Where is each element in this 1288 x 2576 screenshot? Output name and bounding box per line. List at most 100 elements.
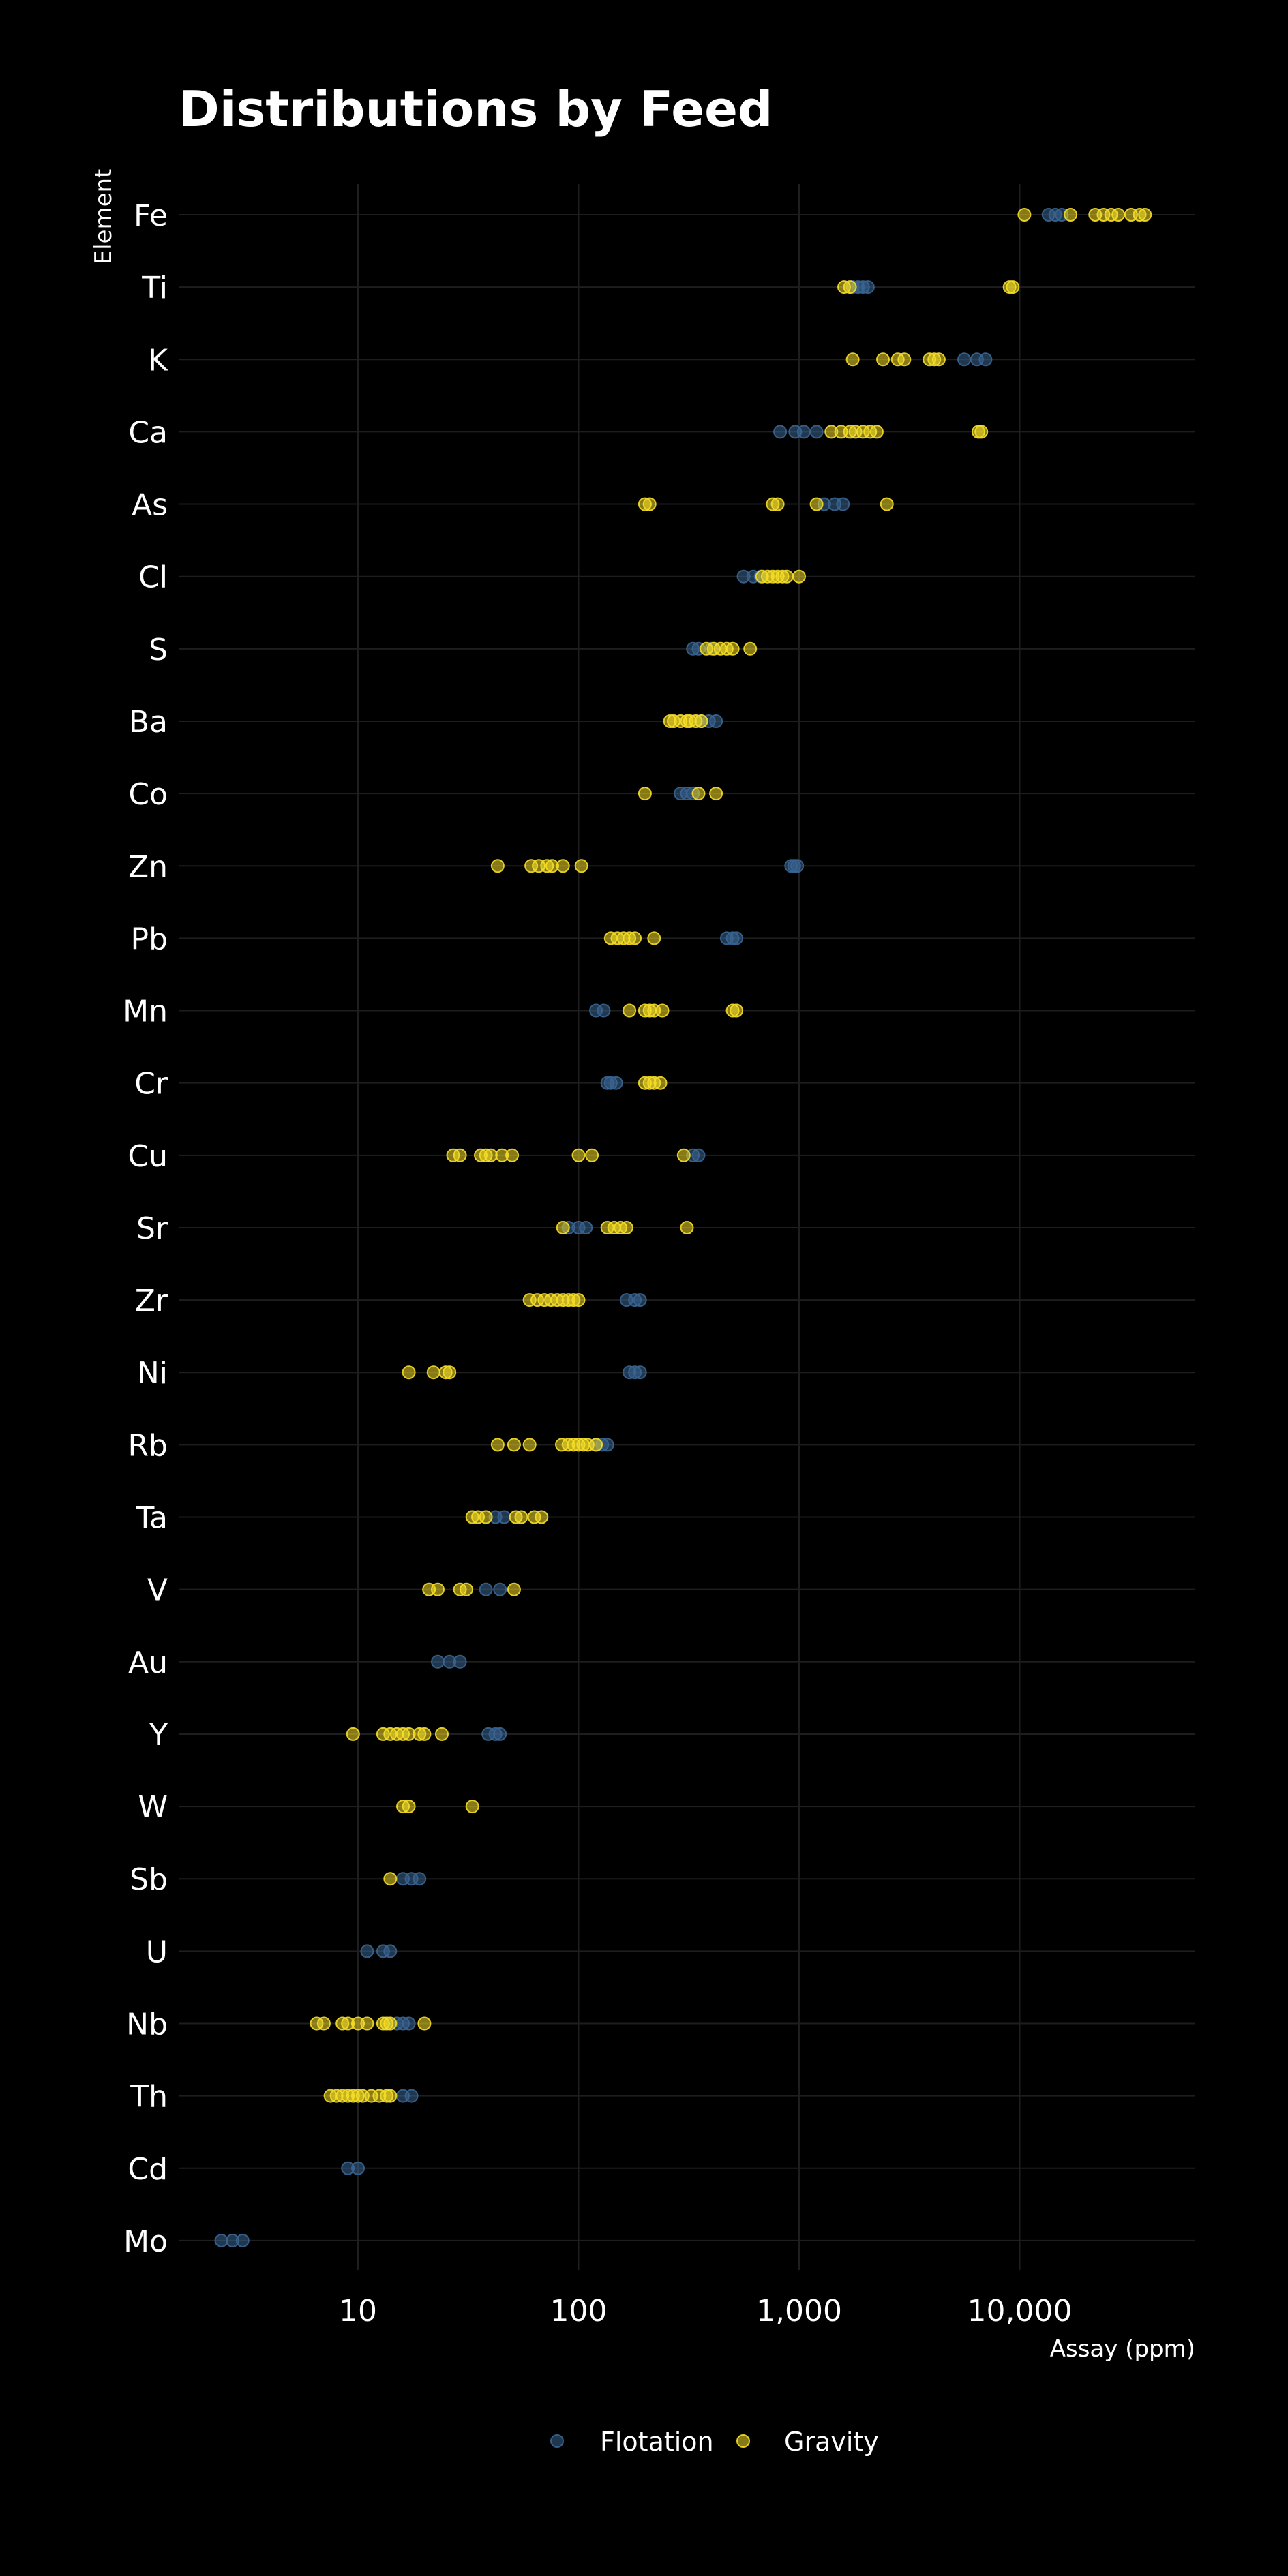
data-point <box>360 2016 374 2031</box>
y-tick-label: Mn <box>123 995 168 1029</box>
y-tick-label: W <box>138 1790 168 1825</box>
data-points <box>214 208 1152 2247</box>
data-point <box>957 352 971 367</box>
chart-title: Distributions by Feed <box>179 80 773 138</box>
data-point <box>974 425 989 439</box>
data-point <box>574 859 588 873</box>
data-point <box>460 1582 473 1596</box>
y-tick-label: As <box>132 488 168 523</box>
x-axis-label: Assay (ppm) <box>1050 2335 1195 2363</box>
data-point <box>770 497 785 511</box>
y-tick-label: V <box>147 1573 168 1608</box>
data-point <box>743 641 758 656</box>
data-point <box>417 1727 432 1741</box>
y-tick-label: S <box>149 633 168 667</box>
y-tick-label: Cd <box>128 2152 168 2187</box>
y-axis-label: Element <box>90 169 117 265</box>
data-point <box>490 1438 505 1452</box>
data-point <box>790 859 805 873</box>
data-point <box>628 931 642 945</box>
data-point <box>505 1148 520 1162</box>
data-point <box>490 859 505 873</box>
legend-swatch <box>736 2434 750 2448</box>
data-point <box>860 280 875 294</box>
y-tick-label: Co <box>128 777 168 812</box>
y-tick-label: Zn <box>128 849 168 884</box>
data-point <box>809 497 824 511</box>
data-point <box>402 2016 416 2031</box>
y-tick-label: K <box>148 343 168 378</box>
data-point <box>836 497 850 511</box>
data-point <box>730 1003 744 1018</box>
y-tick-label: Pb <box>131 922 168 956</box>
data-point <box>556 859 570 873</box>
data-point <box>780 569 794 584</box>
data-point <box>507 1582 521 1596</box>
data-point <box>609 1076 623 1090</box>
data-point <box>694 714 708 728</box>
data-point <box>653 1076 668 1090</box>
y-tick-label: Cl <box>138 560 168 595</box>
y-tick-label: Ca <box>128 415 168 450</box>
y-tick-label: Mo <box>123 2224 168 2259</box>
data-point <box>417 2016 432 2031</box>
data-point <box>843 280 857 294</box>
y-tick-label: Zr <box>135 1284 168 1318</box>
y-tick-label: Ba <box>129 705 168 740</box>
data-point <box>600 1438 614 1452</box>
data-point <box>655 1003 670 1018</box>
data-point <box>1017 208 1032 222</box>
data-point <box>383 1944 398 1958</box>
data-point <box>453 1148 467 1162</box>
data-point <box>535 1510 549 1524</box>
legend-swatch <box>550 2434 564 2448</box>
data-point <box>431 1582 445 1596</box>
data-point <box>809 425 824 439</box>
data-point <box>571 1148 586 1162</box>
data-point <box>571 1293 586 1307</box>
data-point <box>792 569 806 584</box>
data-point <box>413 1872 427 1886</box>
y-tick-label: Y <box>149 1718 168 1753</box>
y-tick-label: Ti <box>141 271 168 305</box>
data-point <box>1111 208 1126 222</box>
data-point <box>404 2089 419 2103</box>
x-tick-label: 1,000 <box>756 2294 842 2329</box>
data-point <box>597 1003 611 1018</box>
data-point <box>514 1510 528 1524</box>
y-tick-label: Au <box>128 1646 168 1680</box>
data-point <box>709 787 723 801</box>
data-point <box>483 1148 498 1162</box>
y-tick-label: Ta <box>135 1501 168 1536</box>
data-point <box>680 1221 694 1234</box>
legend-label: Gravity <box>784 2427 879 2457</box>
y-tick-label: Sb <box>130 1862 168 1897</box>
y-tick-label: Sr <box>136 1211 168 1246</box>
data-point <box>479 1510 493 1524</box>
axis-ticks: Fe Ti K Ca As Cl S Ba Co Zn Pb Mn Cr Cu Sr Zr Ni Rb Ta V Au Y… <box>123 198 1072 2329</box>
x-tick-label: 10 <box>339 2294 377 2329</box>
data-point <box>676 1148 691 1162</box>
data-point <box>316 2016 331 2031</box>
data-point <box>383 1872 398 1886</box>
x-tick-label: 100 <box>550 2294 608 2329</box>
data-point <box>931 352 946 367</box>
y-tick-label: Cu <box>128 1139 168 1174</box>
data-point <box>869 425 884 439</box>
data-point <box>725 641 740 656</box>
y-tick-label: Nb <box>126 2007 168 2042</box>
data-point <box>647 931 661 945</box>
data-point <box>845 352 860 367</box>
data-point <box>443 1365 457 1380</box>
data-point <box>402 1365 416 1380</box>
data-point <box>435 1727 449 1741</box>
data-point <box>426 1365 440 1380</box>
data-point <box>585 1148 599 1162</box>
data-point <box>589 1438 603 1452</box>
data-point <box>633 1293 647 1307</box>
data-point <box>351 2161 365 2175</box>
data-point <box>880 497 894 511</box>
y-tick-label: Fe <box>134 198 168 233</box>
data-point <box>796 425 811 439</box>
